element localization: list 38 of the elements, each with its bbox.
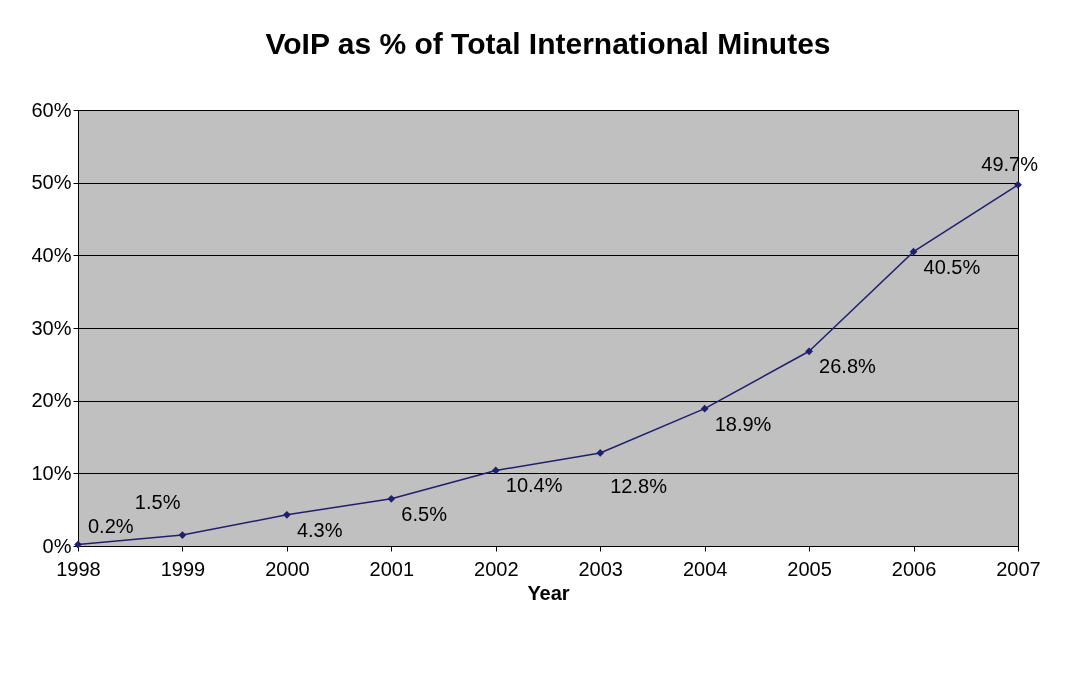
point: [700, 404, 709, 413]
x-tick-label: 1998: [56, 557, 101, 580]
x-tick-label: 2006: [891, 557, 937, 580]
x-tick-label: 2002: [474, 557, 519, 580]
x-tick-label: 2007: [996, 557, 1041, 580]
y-tick-label: 0%: [42, 534, 72, 557]
y-tick-label: 50%: [31, 171, 72, 194]
x-tick-label: 1999: [160, 557, 206, 580]
x-tick-label: 2003: [578, 557, 623, 580]
x-tick-label: 2004: [682, 557, 728, 580]
data-label: 40.5%: [923, 255, 981, 278]
data-label: 4.3%: [296, 518, 343, 541]
point: [805, 347, 813, 356]
point: [283, 510, 291, 519]
x-axis-title: Year: [527, 581, 570, 604]
data-label: 1.5%: [134, 491, 181, 514]
point: [491, 466, 500, 475]
x-tick-label: 2005: [787, 557, 832, 580]
point: [596, 449, 605, 457]
point: [387, 494, 396, 503]
y-tick-label: 10%: [31, 461, 72, 484]
data-label: 12.8%: [610, 474, 668, 497]
y-tick-label: 40%: [31, 243, 72, 266]
point: [74, 540, 82, 549]
x-tick-label: 2001: [369, 557, 415, 580]
x-tick-label: 2000: [265, 557, 310, 580]
y-tick-label: 60%: [31, 98, 72, 121]
y-tick-label: 30%: [31, 316, 72, 339]
data-label: 10.4%: [505, 474, 563, 497]
point: [909, 247, 918, 256]
chart-title: VoIP as % of Total International Minutes: [265, 27, 831, 60]
point: [178, 531, 187, 539]
data-label: 18.9%: [714, 412, 772, 435]
point: [1014, 180, 1022, 189]
data-label: 6.5%: [401, 502, 448, 525]
data-label: 0.2%: [88, 514, 134, 537]
data-label: 26.8%: [819, 355, 877, 378]
y-tick-label: 20%: [31, 389, 72, 412]
